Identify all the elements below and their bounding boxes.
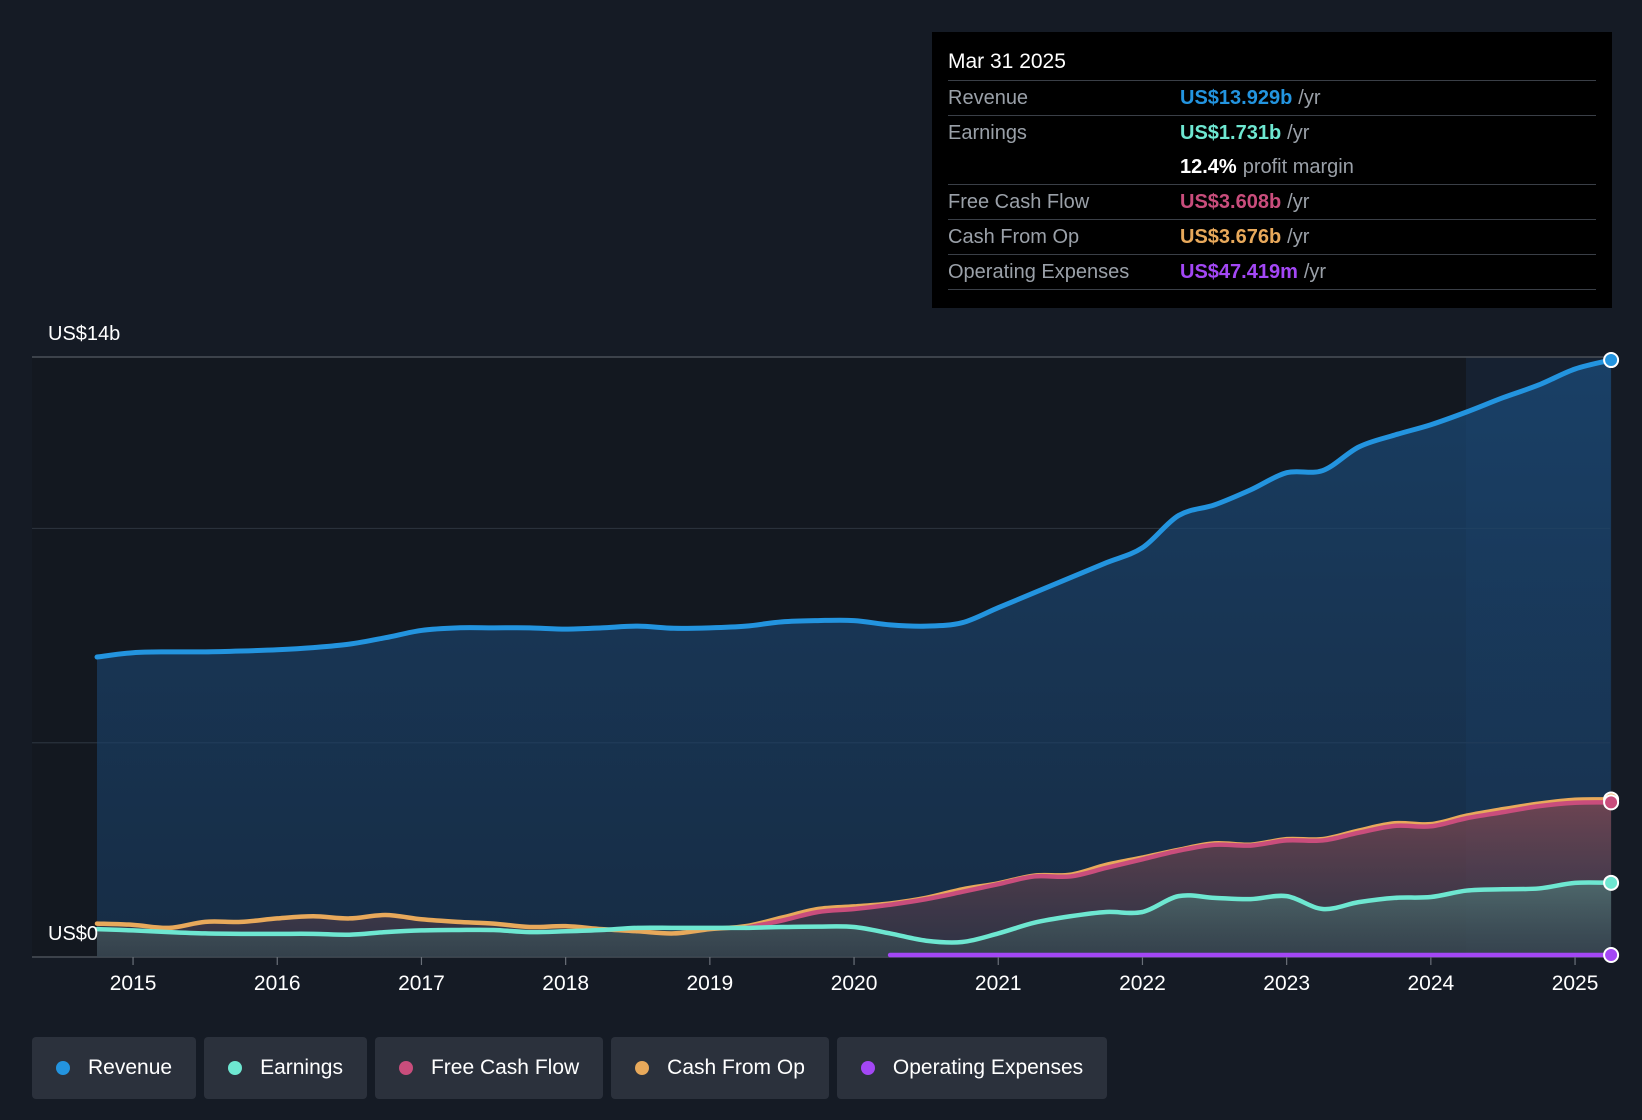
x-tick-label: 2020	[831, 972, 878, 995]
operating-expenses-dot-icon	[860, 1061, 875, 1075]
tooltip-unit: profit margin	[1242, 155, 1354, 178]
x-tick-label: 2017	[398, 972, 445, 995]
earnings-end-marker	[1603, 874, 1620, 891]
legend-item-earnings[interactable]: Earnings	[204, 1037, 367, 1099]
x-tick-label: 2023	[1263, 972, 1310, 995]
x-tick-label: 2025	[1552, 972, 1599, 995]
tooltip-unit: /yr	[1298, 86, 1321, 109]
x-tick-label: 2022	[1119, 972, 1166, 995]
tooltip-unit: /yr	[1287, 190, 1310, 213]
legend: Revenue Earnings Free Cash Flow Cash Fro…	[32, 1037, 1108, 1099]
x-tick-label: 2015	[110, 972, 157, 995]
legend-label: Operating Expenses	[892, 1056, 1084, 1079]
tooltip-value: US$3.608b	[1180, 190, 1282, 213]
tooltip-label: Cash From Op	[948, 225, 1080, 248]
tooltip-unit: /yr	[1287, 121, 1310, 144]
legend-label: Free Cash Flow	[430, 1056, 580, 1079]
legend-item-operating-expenses[interactable]: Operating Expenses	[836, 1037, 1108, 1099]
tooltip-value: 12.4%	[1180, 155, 1237, 178]
legend-label: Revenue	[88, 1056, 173, 1079]
operating-expenses-end-marker	[1603, 946, 1620, 963]
tooltip-row-revenue: Revenue US$13.929b /yr	[948, 81, 1596, 116]
tooltip-label: Free Cash Flow	[948, 190, 1090, 213]
legend-item-free-cash-flow[interactable]: Free Cash Flow	[374, 1037, 604, 1099]
tooltip-value: US$47.419m	[1180, 260, 1298, 283]
tooltip-row-earnings: Earnings US$1.731b /yr	[948, 116, 1596, 150]
free-cash-flow-dot-icon	[398, 1061, 413, 1075]
tooltip-panel: Mar 31 2025 Revenue US$13.929b /yr Earni…	[932, 32, 1612, 308]
tooltip-row-operating-expenses: Operating Expenses US$47.419m /yr	[948, 255, 1596, 290]
revenue-area	[97, 360, 1612, 957]
x-tick-label: 2016	[254, 972, 301, 995]
tooltip-label: Earnings	[948, 121, 1027, 144]
tooltip-row-free-cash-flow: Free Cash Flow US$3.608b /yr	[948, 185, 1596, 220]
tooltip-row-profit-margin: 12.4% profit margin	[948, 150, 1596, 185]
series-lines	[94, 357, 1614, 958]
legend-item-cash-from-op[interactable]: Cash From Op	[611, 1037, 829, 1099]
tooltip-value: US$3.676b	[1180, 225, 1282, 248]
x-tick-label: 2018	[542, 972, 589, 995]
tooltip-unit: /yr	[1303, 260, 1327, 283]
tooltip-value: US$13.929b	[1180, 86, 1293, 109]
revenue-dot-icon	[56, 1061, 70, 1075]
tooltip-date: Mar 31 2025	[948, 46, 1596, 81]
legend-label: Cash From Op	[667, 1056, 805, 1079]
x-tick-label: 2019	[686, 972, 733, 995]
x-tick-label: 2024	[1407, 972, 1454, 995]
y-bottom-label: US$0	[48, 923, 98, 945]
tooltip-value: US$1.731b	[1180, 121, 1282, 144]
earnings-dot-icon	[228, 1061, 243, 1075]
y-top-label: US$14b	[48, 323, 120, 345]
cash-from-op-dot-icon	[635, 1061, 650, 1075]
free-cash-flow-end-marker	[1603, 794, 1620, 811]
tooltip-label: Revenue	[948, 86, 1029, 109]
revenue-line	[94, 357, 1614, 660]
x-tick-label: 2021	[975, 972, 1022, 995]
legend-label: Earnings	[260, 1056, 343, 1079]
tooltip-label: Operating Expenses	[948, 260, 1130, 283]
earnings-area	[97, 882, 1612, 957]
tooltip-unit: /yr	[1287, 225, 1310, 248]
revenue-end-marker	[1603, 352, 1620, 369]
free-cash-flow-line	[743, 800, 1614, 931]
series-end-markers	[1603, 352, 1620, 963]
earnings-line	[94, 880, 1614, 945]
x-axis-ticks: 2015 2016 2017 2018 2019 2020 2021 2022 2023 2024…	[110, 957, 1599, 995]
legend-item-revenue[interactable]: Revenue	[32, 1037, 197, 1099]
tooltip-row-cash-from-op: Cash From Op US$3.676b /yr	[948, 220, 1596, 255]
series-areas	[97, 360, 1612, 957]
